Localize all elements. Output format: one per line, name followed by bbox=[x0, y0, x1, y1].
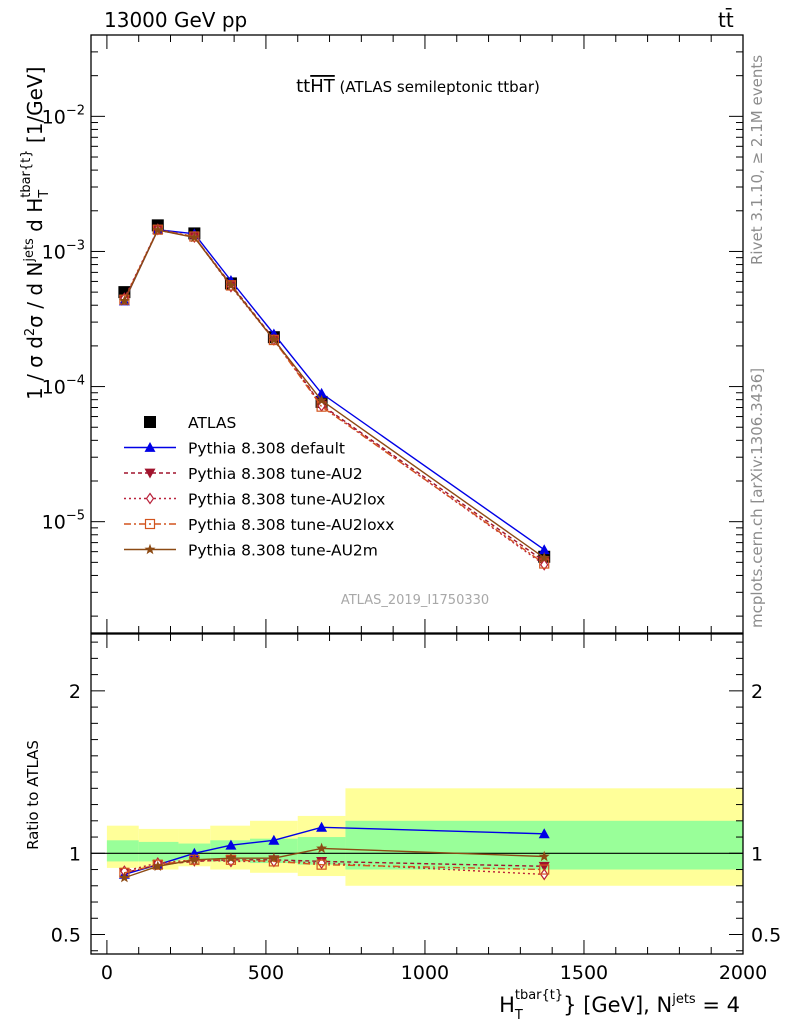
uncertainty-band-inner bbox=[138, 841, 179, 862]
analysis-watermark: ATLAS_2019_I1750330 bbox=[341, 593, 489, 608]
ratio-y-tick-label-right: 1 bbox=[751, 843, 763, 865]
svg-text:Rivet 3.1.10, ≥ 2.1M events: Rivet 3.1.10, ≥ 2.1M events bbox=[748, 55, 766, 265]
y-tick-label: 10−4 bbox=[42, 374, 85, 399]
data-point bbox=[152, 224, 164, 235]
x-tick-label: 2000 bbox=[719, 962, 767, 984]
title-ht: HT bbox=[310, 76, 336, 97]
legend-marker bbox=[144, 442, 156, 452]
legend-entry-au2loxx: Pythia 8.308 tune-AU2loxx bbox=[124, 516, 394, 534]
uncertainty-band-inner bbox=[106, 840, 139, 862]
legend: ATLAS Pythia 8.308 default Pythia 8.308 tu… bbox=[124, 414, 394, 560]
data-point bbox=[225, 279, 237, 291]
data-point bbox=[118, 295, 130, 306]
svg-text:mcplots.cern.ch [arXiv:1306.34: mcplots.cern.ch [arXiv:1306.3436] bbox=[748, 368, 766, 628]
legend-entry-default: Pythia 8.308 default bbox=[124, 440, 345, 458]
series-line bbox=[123, 229, 545, 562]
x-tick-label: 1000 bbox=[401, 962, 449, 984]
main-panel: 10−5 10−4 10−3 10−2 ttHT (ATLAS semileptoni… bbox=[19, 34, 744, 634]
legend-marker bbox=[144, 468, 156, 479]
data-point bbox=[539, 558, 549, 571]
series-data bbox=[118, 219, 551, 563]
legend-entry-au2: Pythia 8.308 tune-AU2 bbox=[124, 465, 363, 483]
ratio-point bbox=[538, 861, 550, 872]
legend-label: Pythia 8.308 tune-AU2m bbox=[188, 542, 378, 560]
main-frame bbox=[90, 34, 744, 634]
header-process-label: tt̄ bbox=[718, 7, 734, 32]
data-point bbox=[118, 286, 131, 299]
series-line bbox=[123, 229, 545, 559]
main-axis-ticks: 10−5 10−4 10−3 10−2 bbox=[42, 34, 744, 633]
ratio-y-tick-label-right: 2 bbox=[751, 681, 763, 703]
header-energy-label: 13000 GeV pp bbox=[104, 8, 247, 32]
ratio-series-au2m bbox=[118, 842, 550, 883]
y-tick-label: 10−3 bbox=[42, 238, 85, 263]
legend-label: Pythia 8.308 tune-AU2 bbox=[188, 465, 363, 483]
ratio-point bbox=[538, 850, 550, 862]
ratio-point bbox=[268, 852, 280, 863]
legend-marker bbox=[144, 416, 156, 428]
ratio-y-tick-label-left: 0.5 bbox=[51, 925, 81, 947]
ratio-y-tick-label-left: 1 bbox=[69, 843, 81, 865]
mcplots-info: mcplots.cern.ch [arXiv:1306.3436] bbox=[748, 368, 766, 628]
ratio-point bbox=[188, 854, 200, 865]
svg-text:1 / σ d2σ / d Njets d HTtbar{t: 1 / σ d2σ / d Njets d HTtbar{t} [1/GeV] bbox=[19, 67, 52, 400]
x-tick-label: 500 bbox=[248, 962, 284, 984]
legend-label: ATLAS bbox=[188, 414, 236, 432]
ratio-y-axis-label: Ratio to ATLAS bbox=[24, 740, 42, 850]
data-point bbox=[188, 231, 200, 243]
svg-text:Ratio to ATLAS: Ratio to ATLAS bbox=[24, 740, 42, 850]
ratio-y-tick-label-left: 2 bbox=[69, 681, 81, 703]
data-point bbox=[268, 334, 280, 345]
ratio-point bbox=[539, 864, 550, 875]
y-tick-label: 10−2 bbox=[42, 103, 85, 128]
legend-entry-data: ATLAS bbox=[144, 414, 236, 432]
ratio-point bbox=[225, 852, 237, 863]
ratio-axis-ticks: 0.5 0.5 1 1 2 2 0 500 1000 1500 2000 bbox=[51, 634, 781, 984]
legend-label: Pythia 8.308 tune-AU2lox bbox=[188, 491, 385, 509]
main-y-axis-label: 1 / σ d2σ / d Njets d HTtbar{t} [1/GeV] bbox=[19, 67, 52, 400]
x-axis-label: HTtbar{t}} [GeV], Njets = 4 bbox=[499, 988, 740, 1023]
data-point bbox=[316, 387, 328, 398]
ratio-frame bbox=[90, 633, 744, 955]
data-point bbox=[538, 552, 550, 563]
ratio-point bbox=[268, 834, 280, 845]
ratio-point bbox=[538, 828, 550, 839]
data-point bbox=[316, 394, 328, 406]
ratio-point bbox=[316, 821, 328, 832]
legend-entry-au2m: Pythia 8.308 tune-AU2m bbox=[124, 542, 378, 560]
y-tick-label: 10−5 bbox=[42, 509, 85, 534]
rivet-info: Rivet 3.1.10, ≥ 2.1M events bbox=[748, 55, 766, 265]
legend-marker bbox=[145, 492, 155, 505]
legend-marker bbox=[144, 543, 156, 555]
ratio-point bbox=[316, 859, 327, 870]
x-tick-label: 1500 bbox=[560, 962, 608, 984]
series-line bbox=[123, 228, 545, 566]
uncertainty-band-inner bbox=[210, 840, 251, 862]
ratio-point bbox=[225, 839, 237, 850]
x-tick-label: 0 bbox=[101, 962, 113, 984]
svg-text:HTtbar{t}} [GeV], Njets = 4: HTtbar{t}} [GeV], Njets = 4 bbox=[499, 988, 740, 1023]
main-title: ttHT (ATLAS semileptonic ttbar) bbox=[296, 76, 540, 97]
ratio-point bbox=[118, 871, 130, 883]
series-au2m bbox=[118, 224, 550, 563]
ratio-panel: 0.5 0.5 1 1 2 2 0 500 1000 1500 2000 Ratio to ATLA… bbox=[24, 633, 781, 1023]
legend-label: Pythia 8.308 tune-AU2loxx bbox=[188, 516, 394, 534]
legend-label: Pythia 8.308 default bbox=[188, 440, 345, 458]
legend-marker bbox=[144, 518, 156, 530]
legend-entry-au2lox: Pythia 8.308 tune-AU2lox bbox=[124, 491, 385, 509]
title-sub: (ATLAS semileptonic ttbar) bbox=[335, 78, 540, 96]
title-tt: tt bbox=[296, 76, 310, 97]
ratio-point bbox=[316, 842, 328, 854]
data-point bbox=[538, 544, 550, 555]
ratio-point bbox=[152, 860, 164, 871]
ratio-y-tick-label-right: 0.5 bbox=[751, 925, 781, 947]
